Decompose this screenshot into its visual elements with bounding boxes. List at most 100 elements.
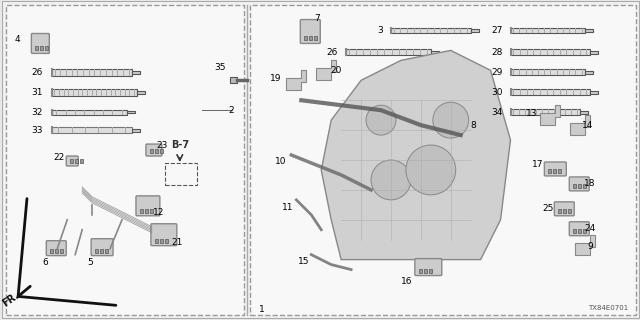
Bar	[73, 89, 74, 96]
FancyBboxPatch shape	[66, 156, 78, 166]
Bar	[407, 28, 408, 34]
Bar	[111, 127, 113, 133]
Bar	[585, 71, 593, 74]
Bar	[394, 28, 395, 34]
Bar	[460, 28, 461, 34]
Bar	[314, 36, 317, 40]
Text: 25: 25	[542, 204, 554, 213]
Text: 29: 29	[491, 68, 502, 77]
Bar	[122, 110, 123, 115]
Bar	[547, 89, 548, 95]
Circle shape	[366, 105, 396, 135]
Text: TX84E0701: TX84E0701	[588, 305, 628, 311]
Bar	[94, 110, 95, 115]
Bar	[52, 69, 132, 76]
Bar	[356, 49, 357, 55]
Circle shape	[406, 145, 456, 195]
Bar	[569, 69, 570, 75]
Bar	[583, 229, 586, 233]
Bar	[165, 163, 196, 185]
Text: 1: 1	[259, 305, 264, 314]
Bar	[560, 49, 561, 55]
Bar	[538, 28, 539, 34]
Circle shape	[433, 102, 468, 138]
Bar	[35, 46, 38, 51]
Bar	[137, 91, 145, 94]
Text: 26: 26	[327, 48, 338, 57]
Polygon shape	[316, 60, 336, 80]
FancyBboxPatch shape	[151, 224, 177, 246]
Bar	[548, 169, 551, 173]
Bar	[420, 28, 421, 34]
Bar	[100, 249, 103, 252]
Bar	[54, 89, 55, 96]
Bar	[165, 239, 168, 243]
Bar	[103, 110, 104, 115]
Bar	[571, 109, 572, 115]
Bar	[427, 49, 428, 55]
Bar	[125, 127, 126, 133]
Bar	[391, 28, 470, 34]
Bar	[419, 268, 422, 273]
Bar	[111, 69, 113, 76]
Bar	[577, 109, 578, 115]
Bar	[92, 89, 93, 96]
Bar	[580, 111, 588, 114]
Bar	[573, 184, 576, 188]
Text: 17: 17	[532, 161, 543, 170]
Polygon shape	[321, 51, 511, 260]
Bar	[579, 184, 581, 188]
Bar	[87, 89, 88, 96]
Text: 33: 33	[31, 126, 42, 135]
Bar	[66, 69, 67, 76]
FancyBboxPatch shape	[569, 222, 589, 236]
Bar	[80, 159, 83, 163]
Text: 30: 30	[491, 88, 502, 97]
Bar	[573, 89, 574, 95]
Bar	[575, 69, 577, 75]
Bar	[540, 89, 541, 95]
Bar	[590, 91, 598, 94]
Text: 20: 20	[330, 66, 342, 75]
FancyBboxPatch shape	[415, 259, 442, 276]
Bar	[563, 69, 564, 75]
Bar	[129, 69, 130, 76]
Bar	[447, 28, 448, 34]
Bar	[566, 89, 568, 95]
Bar	[554, 169, 556, 173]
Bar	[470, 29, 479, 32]
Bar	[575, 28, 577, 34]
Bar	[309, 36, 312, 40]
Bar	[106, 89, 107, 96]
Text: 2: 2	[228, 106, 234, 115]
Bar	[115, 89, 116, 96]
Bar	[590, 51, 598, 54]
Polygon shape	[575, 235, 595, 255]
Bar	[513, 28, 514, 34]
Bar	[568, 209, 572, 213]
Bar	[511, 49, 590, 55]
Bar	[540, 49, 541, 55]
Text: 26: 26	[31, 68, 42, 77]
Bar	[140, 209, 143, 213]
Bar	[513, 69, 514, 75]
Bar	[544, 69, 545, 75]
Bar	[559, 109, 561, 115]
Bar	[105, 249, 108, 252]
Bar	[155, 239, 158, 243]
Bar	[95, 249, 98, 252]
Text: FR.: FR.	[0, 290, 20, 309]
Bar	[106, 69, 107, 76]
Bar	[150, 209, 153, 213]
Bar	[68, 89, 69, 96]
Bar	[538, 69, 539, 75]
Bar	[117, 69, 118, 76]
Bar	[511, 89, 590, 95]
Bar	[429, 268, 432, 273]
Bar	[230, 77, 237, 83]
Bar	[413, 28, 415, 34]
FancyBboxPatch shape	[545, 162, 566, 176]
Bar	[440, 28, 441, 34]
Bar	[160, 239, 163, 243]
Bar	[525, 69, 527, 75]
